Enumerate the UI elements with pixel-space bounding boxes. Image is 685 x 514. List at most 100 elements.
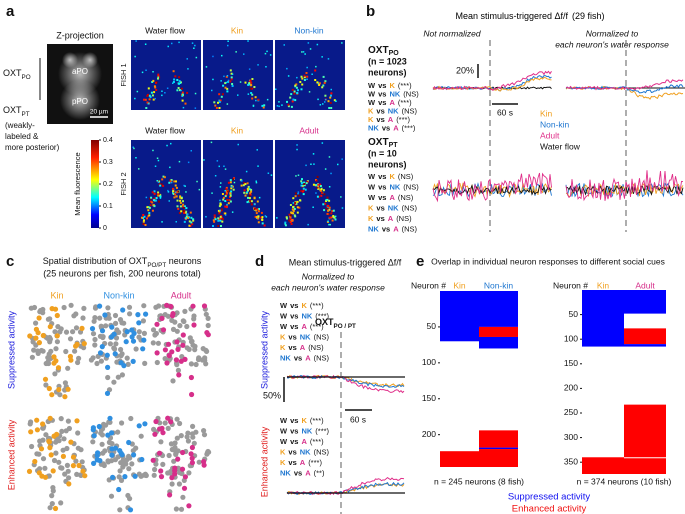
decoration [133, 445, 139, 451]
decoration [300, 190, 303, 193]
decoration [175, 367, 181, 373]
decoration [244, 81, 247, 84]
decoration [122, 474, 128, 480]
decoration [176, 79, 179, 81]
group-b: K [301, 416, 307, 425]
decoration [187, 161, 190, 164]
decoration [178, 80, 181, 83]
decoration [251, 97, 254, 100]
decoration [324, 202, 327, 205]
tick-label: 100 [422, 357, 436, 367]
decoration [248, 80, 251, 83]
decoration [340, 196, 342, 198]
decoration [153, 205, 156, 208]
decoration [174, 184, 177, 187]
decoration [233, 177, 235, 180]
group-b: A [393, 123, 399, 132]
decoration [225, 81, 227, 84]
decoration [224, 195, 227, 198]
comparison: NK vs A (***) [368, 123, 416, 132]
trace [432, 76, 552, 92]
label: (weakly- [5, 121, 35, 130]
decoration [74, 341, 80, 347]
vs: vs [288, 458, 296, 467]
decoration [265, 66, 267, 68]
group-a: W [280, 437, 288, 446]
decoration [189, 431, 196, 437]
decoration [215, 107, 218, 109]
group-a: K [280, 343, 286, 352]
group-b: NK [301, 426, 312, 435]
decoration [156, 193, 159, 196]
tick-label: 100 [564, 333, 578, 343]
decoration [265, 216, 268, 218]
text-part: OXT [315, 317, 334, 327]
decoration [40, 332, 46, 339]
decoration [189, 444, 195, 451]
decoration [256, 200, 259, 203]
decoration [168, 181, 171, 184]
decoration [251, 78, 254, 80]
decoration [180, 449, 186, 456]
decoration [165, 313, 171, 319]
legend-entry: Enhanced activity [512, 504, 587, 514]
decoration [269, 54, 272, 56]
response-block [582, 457, 624, 474]
decoration [183, 206, 186, 209]
decoration [179, 466, 186, 472]
significance: (NS) [402, 106, 418, 115]
decoration [155, 340, 161, 346]
decoration [153, 91, 156, 94]
decoration [66, 481, 72, 487]
decoration [35, 330, 41, 336]
decoration [145, 69, 147, 71]
decoration [261, 222, 264, 225]
decoration [38, 446, 45, 452]
decoration [162, 184, 165, 187]
group-a: W [368, 98, 376, 107]
decoration [289, 221, 292, 223]
group-a: K [280, 458, 286, 467]
decoration [296, 148, 298, 151]
significance: (NS) [314, 332, 330, 341]
decoration [58, 416, 64, 422]
tick-label: 200 [564, 383, 578, 393]
group-a: K [368, 203, 374, 212]
decoration [43, 360, 49, 367]
decoration [79, 325, 85, 331]
decoration [284, 224, 287, 227]
group-a: W [280, 322, 288, 331]
decoration [172, 190, 175, 193]
tick-label: 150 [422, 393, 436, 403]
decoration [63, 348, 69, 355]
decoration [146, 101, 149, 104]
decoration [98, 430, 104, 436]
decoration [217, 225, 220, 227]
decoration [153, 85, 156, 88]
decoration [198, 188, 201, 191]
decoration [189, 391, 195, 398]
decoration [182, 308, 188, 314]
decoration [26, 468, 33, 474]
decoration [145, 107, 148, 109]
decoration [204, 330, 210, 336]
decoration [212, 55, 214, 58]
decoration [267, 172, 270, 174]
decoration [104, 390, 111, 396]
decoration [178, 212, 181, 214]
subscript: PO / PT [334, 323, 357, 330]
response-block [479, 430, 518, 448]
decoration [73, 458, 79, 464]
decoration [304, 188, 307, 191]
decoration [284, 223, 286, 225]
decoration [230, 78, 233, 81]
decoration [195, 56, 198, 59]
decoration [237, 94, 239, 96]
decoration [332, 215, 335, 217]
decoration [58, 465, 64, 471]
decoration [214, 218, 217, 221]
decoration [179, 196, 182, 199]
